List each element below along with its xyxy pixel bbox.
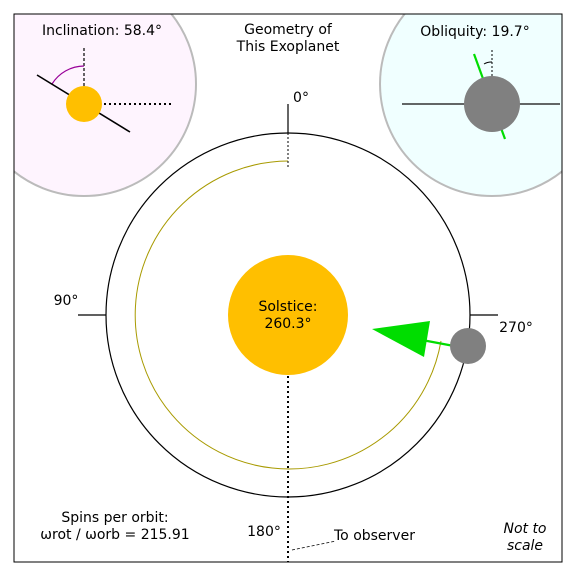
observer-label: To observer — [333, 528, 415, 544]
obliquity-planet — [464, 76, 520, 132]
obliquity-arc — [483, 61, 493, 65]
inner-orbit-arc — [134, 160, 442, 470]
inclination-panel: Inclination: 58.4° — [36, 23, 172, 133]
angle-label-right: 270° — [499, 320, 533, 336]
angle-label-top: 0° — [293, 90, 309, 106]
angle-label-left: 90° — [54, 293, 79, 309]
observer-pointer — [291, 540, 337, 551]
solstice-label-line-1: Solstice: — [258, 299, 317, 315]
not-to-scale-line-2: scale — [507, 538, 543, 554]
spin-arrow-head-icon — [372, 321, 430, 357]
title-line-2: This Exoplanet — [236, 39, 340, 55]
solstice-label-line-2: 260.3° — [264, 316, 311, 332]
inclination-label: Inclination: 58.4° — [42, 23, 162, 39]
angle-label-bottom: 180° — [247, 524, 281, 540]
not-to-scale-line-1: Not to — [503, 521, 546, 537]
obliquity-panel: Obliquity: 19.7° — [402, 24, 560, 140]
spins-label-line-2: ωrot / ωorb = 215.91 — [40, 527, 189, 543]
central-star — [228, 255, 348, 375]
inclination-arc — [51, 65, 85, 85]
orbiting-planet — [450, 328, 486, 364]
spins-label-line-1: Spins per orbit: — [61, 510, 168, 526]
obliquity-label: Obliquity: 19.7° — [420, 24, 529, 40]
title-line-1: Geometry of — [244, 22, 333, 38]
inclination-star — [66, 86, 102, 122]
